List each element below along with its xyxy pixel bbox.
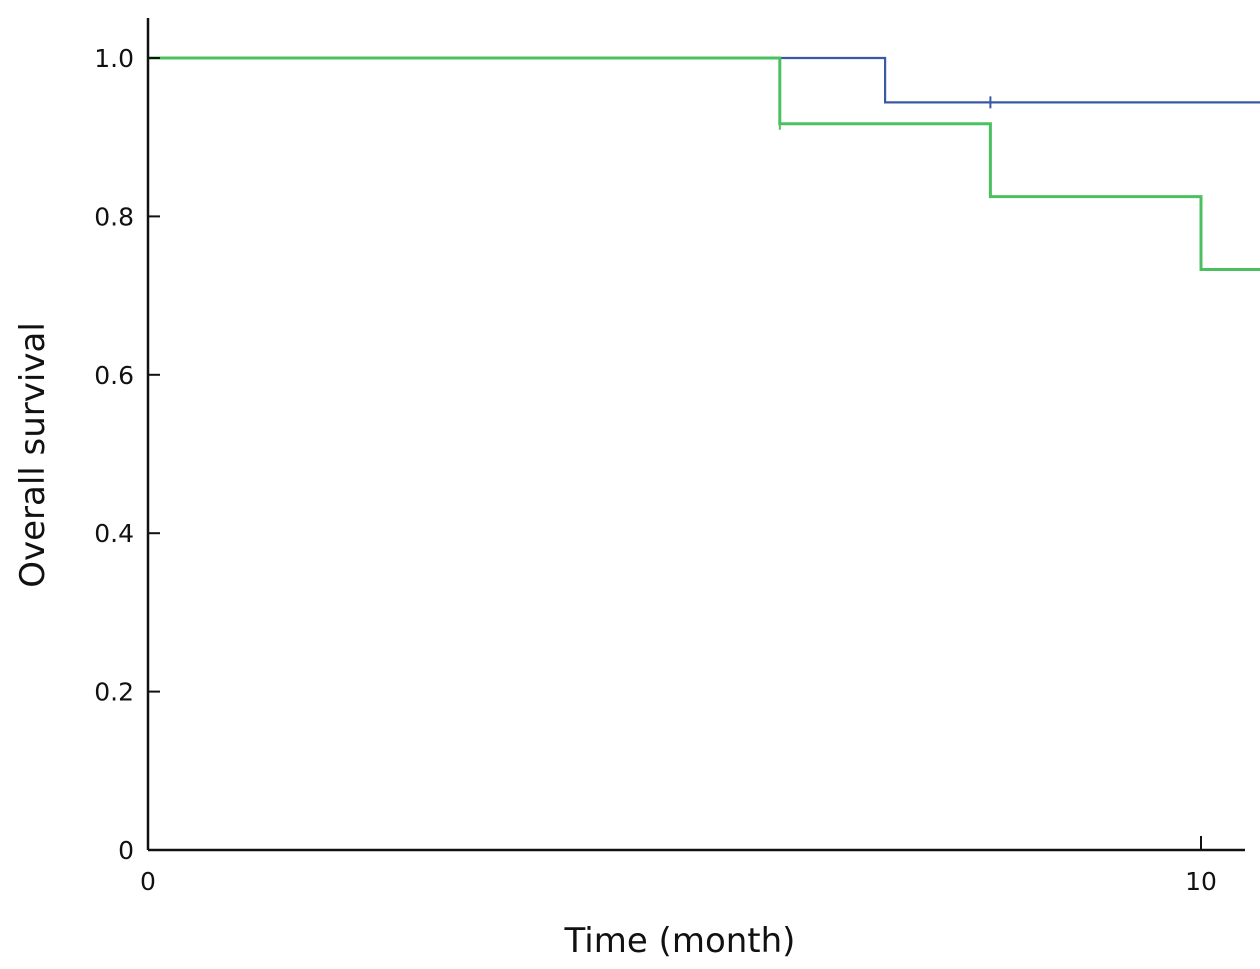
- x-tick-label: 10: [1185, 867, 1217, 896]
- survival-curve-line: [148, 56, 1260, 271]
- y-tick-label: 0.6: [94, 361, 134, 390]
- survival-curve-line: [148, 56, 1260, 104]
- series-layer: [148, 56, 1260, 271]
- x-axis-title: Time (month): [564, 921, 796, 961]
- y-tick-label: 0.2: [94, 678, 134, 707]
- series-1: [148, 56, 1260, 109]
- y-tick-label: 0.8: [94, 202, 134, 231]
- series-2: [148, 56, 1260, 271]
- ticks-layer: 0102030405000.20.40.60.81.0: [94, 44, 1217, 896]
- axes-layer: [146, 18, 1245, 852]
- y-tick-label: 1.0: [94, 44, 134, 73]
- y-tick-label: 0.4: [94, 519, 134, 548]
- y-axis-title: Overall survival: [13, 322, 53, 588]
- y-tick-label: 0: [118, 836, 134, 865]
- x-tick-label: 0: [140, 867, 156, 896]
